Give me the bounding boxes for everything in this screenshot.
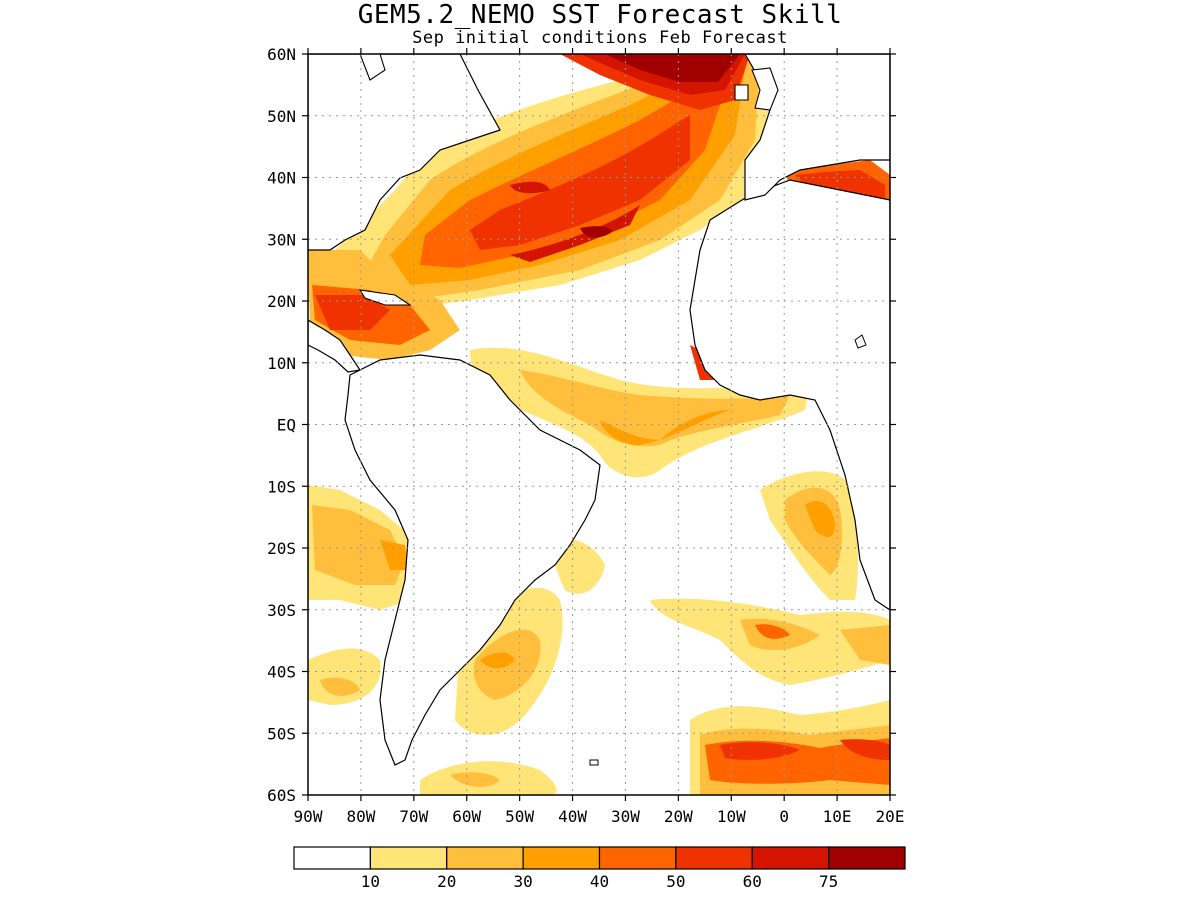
lon-label: 60W	[452, 807, 481, 826]
map-title: GEM5.2_NEMO SST Forecast Skill	[357, 0, 843, 30]
lon-label: 70W	[399, 807, 428, 826]
colorbar-label: 30	[513, 872, 532, 891]
colorbar-bin	[828, 846, 906, 870]
colorbar-label: 10	[361, 872, 380, 891]
colorbar-bin	[293, 846, 371, 870]
lat-label: 30S	[267, 601, 296, 620]
lat-label: 60N	[267, 45, 296, 64]
colorbar-label: 50	[666, 872, 685, 891]
lat-label: EQ	[277, 416, 296, 435]
colorbar: 10 20 30 40 50 60 75	[293, 846, 906, 891]
graticule	[308, 54, 890, 795]
lat-label: 10N	[267, 354, 296, 373]
colorbar-bin	[369, 846, 448, 870]
lon-label: 90W	[294, 807, 323, 826]
colorbar-bin	[751, 846, 830, 870]
lon-label: 10W	[717, 807, 746, 826]
lon-label: 30W	[611, 807, 640, 826]
lon-label: 20W	[664, 807, 693, 826]
lat-label: 60S	[267, 786, 296, 805]
colorbar-label: 60	[743, 872, 762, 891]
latitude-labels: 60N 50N 40N 30N 20N 10N EQ 10S 20S 30S 40S 50S 60S	[267, 45, 296, 805]
axis-ticks	[302, 48, 896, 801]
colorbar-label: 20	[437, 872, 456, 891]
lat-label: 10S	[267, 477, 296, 496]
coastlines	[308, 54, 890, 766]
colorbar-label: 75	[819, 872, 838, 891]
lat-label: 40S	[267, 663, 296, 682]
colorbar-bin	[446, 846, 524, 870]
lat-label: 40N	[267, 169, 296, 188]
lon-label: 0	[779, 807, 789, 826]
map-subtitle: Sep initial conditions Feb Forecast	[412, 28, 788, 48]
colorbar-bin	[598, 846, 677, 870]
lat-label: 50S	[267, 724, 296, 743]
lon-label: 80W	[346, 807, 375, 826]
lon-label: 40W	[558, 807, 587, 826]
lon-label: 10E	[823, 807, 852, 826]
colorbar-bin	[675, 846, 753, 870]
lon-label: 50W	[505, 807, 534, 826]
colorbar-label: 40	[590, 872, 609, 891]
lat-label: 50N	[267, 107, 296, 126]
lat-label: 20N	[267, 292, 296, 311]
longitude-labels: 90W 80W 70W 60W 50W 40W 30W 20W 10W 0 10E 20E	[294, 807, 905, 826]
colorbar-bin	[522, 846, 601, 870]
lon-label: 20E	[876, 807, 905, 826]
lat-label: 30N	[267, 230, 296, 249]
lat-label: 20S	[267, 539, 296, 558]
